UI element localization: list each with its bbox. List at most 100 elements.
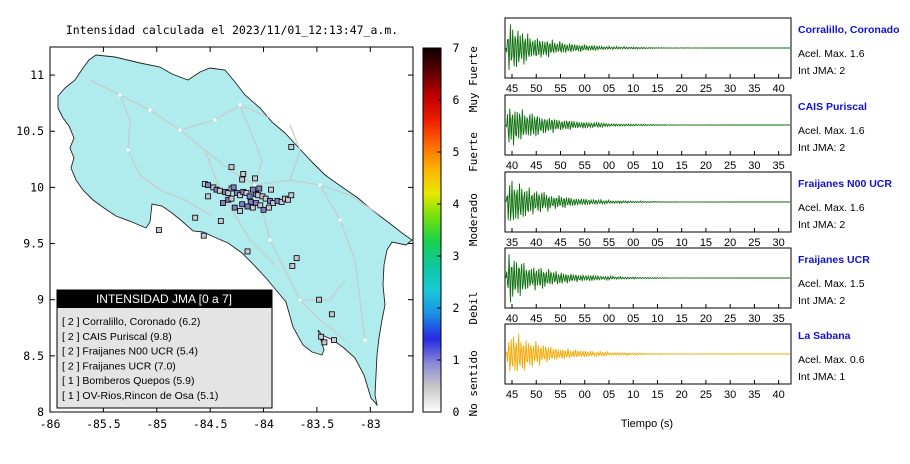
jma-intensity: Int JMA: 2 (798, 219, 845, 231)
waveform-tick-label: 15 (651, 389, 663, 401)
legend-item: [ 2 ] Fraijanes UCR (7.0) (62, 360, 176, 372)
waveform-tick-label: 10 (627, 83, 639, 95)
station-marker (205, 193, 211, 200)
map-panel: -86 -85.5 -85 -84.5 -84 -83.5 -83 8 8.5 9 9.5 10 10.… (16, 46, 414, 431)
station-marker (216, 187, 223, 194)
waveform-tick-label: 50 (530, 389, 542, 401)
waveform-panel: 40 45 50 55 00 05 10 15 20 25 30 35 Fraijanes UCR Ace… (504, 247, 870, 325)
waveform-panel: 35 40 45 50 55 00 05 10 15 20 25 30 Fraijanes N00 UC… (504, 171, 892, 249)
legend-item: [ 1 ] Bomberos Quepos (5.9) (62, 375, 194, 387)
waveform-tick-label: 05 (603, 389, 615, 401)
waveform-tick-label: 45 (554, 237, 566, 249)
station-marker (246, 193, 253, 200)
waveform-tick-label: 55 (554, 389, 566, 401)
waveform-panel: 40 45 50 55 00 05 10 15 20 25 30 35 CAIS Puriscal Ace… (504, 94, 867, 172)
colorbar-tick-label: 0 (453, 405, 460, 419)
waveform-trace (505, 180, 790, 221)
waveform-tick-label: 10 (651, 160, 663, 172)
waveform-tick-label: 35 (506, 237, 518, 249)
waveform-tick-label: 20 (676, 83, 688, 95)
colorbar-ticks: 0 1 2 3 4 5 6 7 (437, 41, 460, 419)
station-marker (249, 204, 256, 211)
waveform-tick-label: 35 (748, 389, 760, 401)
station-marker (288, 144, 295, 150)
station-marker (260, 206, 267, 213)
waveform-trace (505, 24, 790, 71)
waveform-tick-label: 55 (579, 160, 591, 172)
waveform-tick-label: 20 (676, 389, 688, 401)
acceleration-max: Acel. Max. 1.6 (798, 202, 865, 214)
map-y-tick-label: 11 (30, 68, 44, 82)
map-x-tick-label: -84 (253, 417, 274, 431)
station-name: Fraijanes N00 UCR (798, 178, 892, 190)
legend-item: [ 2 ] CAIS Puriscal (9.8) (62, 331, 172, 343)
waveform-tick-label: 45 (530, 313, 542, 325)
map-axes: -86 -85.5 -85 -84.5 -84 -83.5 -83 8 8.5 9 9.5 10 10.… (16, 47, 413, 431)
station-marker (289, 263, 296, 269)
waveform-tick-label: 05 (603, 83, 615, 95)
waveform-tick-label: 35 (773, 160, 785, 172)
waveform-tick-label: 10 (676, 237, 688, 249)
waveform-tick-label: 30 (748, 313, 760, 325)
acceleration-max: Acel. Max. 1.6 (798, 125, 865, 137)
legend-box (56, 289, 273, 409)
waveform-tick-label: 10 (651, 313, 663, 325)
station-marker (192, 214, 199, 221)
station-marker (288, 192, 295, 199)
map-x-tick-label: -86 (40, 417, 61, 431)
colorbar-tick-label: 6 (453, 93, 460, 107)
legend-item: [ 1 ] OV-Rios,Rincon de Osa (5.1) (62, 390, 218, 402)
station-marker (225, 190, 232, 196)
station-marker (240, 171, 247, 177)
waveform-tick-label: 55 (603, 237, 615, 249)
legend-item: [ 2 ] Corralillo, Coronado (6.2) (62, 316, 200, 328)
waveform-tick-label: 25 (700, 83, 712, 95)
jma-intensity: Int JMA: 1 (798, 371, 845, 383)
map-y-tick-label: 9.5 (23, 237, 44, 251)
waveform-tick-label: 30 (748, 160, 760, 172)
stations-layer (155, 144, 337, 346)
station-marker (155, 227, 162, 233)
waveform-tick-label: 50 (579, 237, 591, 249)
waveform-tick-label: 15 (676, 313, 688, 325)
legend-header (57, 290, 272, 308)
colorbar-tick-label: 1 (453, 353, 460, 367)
colorbar-category-label: Debil (467, 291, 480, 324)
station-marker (244, 248, 251, 255)
colorbar-tick-label: 2 (453, 301, 460, 315)
waveform-panels: 45 50 55 00 05 10 15 20 25 30 35 40 Corralillo, Coro… (504, 17, 900, 401)
waveform-tick-label: 40 (773, 83, 785, 95)
waveform-tick-label: 20 (700, 313, 712, 325)
station-marker (239, 201, 246, 208)
legend-items: [ 2 ] Corralillo, Coronado (6.2) [ 2 ] CA… (62, 316, 218, 402)
waveform-tick-label: 30 (773, 237, 785, 249)
map-y-tick-label: 8 (37, 405, 44, 419)
waveform-tick-label: 40 (506, 313, 518, 325)
station-marker (239, 176, 246, 183)
colorbar-tick-label: 3 (453, 249, 460, 263)
colorbar-tick-label: 5 (453, 145, 460, 159)
map-frame (49, 46, 414, 413)
waveform-tick-label: 15 (651, 83, 663, 95)
station-name: Corralillo, Coronado (798, 24, 900, 36)
colorbar-category-label: Moderado (467, 193, 480, 246)
station-marker (265, 204, 272, 211)
jma-intensity: Int JMA: 2 (798, 295, 845, 307)
waveform-trace (505, 254, 790, 303)
waveform-trace (505, 333, 790, 372)
waveform-tick-label: 40 (773, 389, 785, 401)
waveform-tick-label: 50 (554, 160, 566, 172)
map-title: Intensidad calculada el 2023/11/01_12:13… (66, 23, 398, 37)
station-marker (321, 339, 328, 346)
station-marker (257, 202, 264, 209)
map-x-tick-label: -83.5 (300, 417, 335, 431)
station-marker (318, 333, 325, 340)
colorbar-category-label: No sentido (467, 350, 480, 416)
station-marker (316, 296, 322, 303)
acceleration-max: Acel. Max. 0.6 (798, 354, 865, 366)
station-marker (217, 218, 224, 224)
station-marker (228, 164, 235, 171)
waveform-tick-label: 45 (506, 83, 518, 95)
station-name: La Sabana (798, 330, 851, 342)
